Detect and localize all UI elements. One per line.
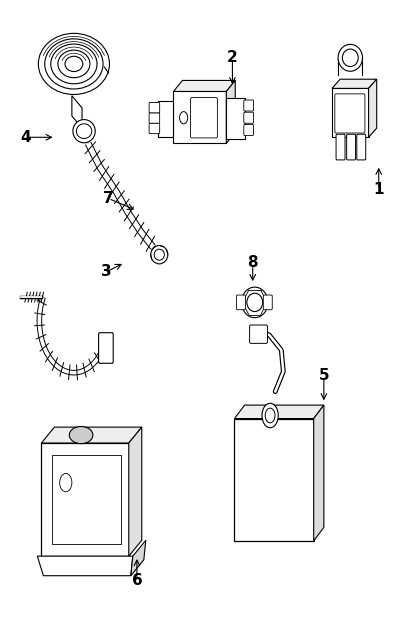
- Ellipse shape: [151, 246, 168, 264]
- FancyBboxPatch shape: [263, 295, 272, 310]
- Ellipse shape: [342, 49, 358, 67]
- Polygon shape: [41, 443, 129, 556]
- Polygon shape: [369, 79, 377, 138]
- Polygon shape: [332, 88, 369, 138]
- FancyBboxPatch shape: [149, 113, 160, 123]
- Polygon shape: [173, 91, 226, 143]
- Ellipse shape: [69, 426, 93, 444]
- FancyBboxPatch shape: [346, 135, 356, 160]
- Polygon shape: [72, 96, 82, 128]
- Text: 3: 3: [101, 264, 112, 280]
- Text: 6: 6: [131, 573, 142, 588]
- FancyBboxPatch shape: [250, 325, 267, 343]
- FancyBboxPatch shape: [149, 123, 160, 134]
- Text: 1: 1: [374, 182, 384, 197]
- Text: 5: 5: [318, 368, 329, 383]
- FancyBboxPatch shape: [236, 295, 246, 310]
- Polygon shape: [129, 427, 142, 556]
- Polygon shape: [314, 405, 324, 541]
- FancyBboxPatch shape: [244, 125, 253, 136]
- FancyBboxPatch shape: [149, 102, 160, 113]
- FancyBboxPatch shape: [98, 333, 113, 363]
- Polygon shape: [131, 540, 146, 576]
- Circle shape: [262, 404, 278, 428]
- Text: 8: 8: [248, 255, 258, 270]
- Text: 7: 7: [103, 191, 114, 206]
- FancyBboxPatch shape: [357, 135, 366, 160]
- Polygon shape: [226, 80, 235, 143]
- Polygon shape: [234, 405, 324, 418]
- Polygon shape: [226, 97, 245, 139]
- FancyBboxPatch shape: [336, 135, 345, 160]
- FancyBboxPatch shape: [244, 100, 253, 111]
- FancyBboxPatch shape: [244, 112, 253, 123]
- Polygon shape: [158, 101, 173, 138]
- Ellipse shape: [247, 293, 263, 312]
- Ellipse shape: [73, 120, 95, 143]
- Text: 2: 2: [227, 51, 238, 65]
- Ellipse shape: [241, 287, 268, 318]
- Ellipse shape: [338, 44, 363, 71]
- Polygon shape: [173, 80, 235, 91]
- Polygon shape: [37, 556, 133, 576]
- Polygon shape: [332, 79, 377, 88]
- Text: 4: 4: [20, 130, 30, 145]
- Polygon shape: [234, 418, 314, 541]
- Polygon shape: [41, 427, 142, 443]
